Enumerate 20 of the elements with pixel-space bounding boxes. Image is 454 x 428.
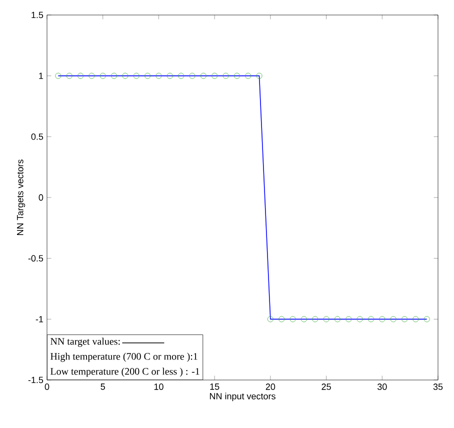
x-tick-label: 30 bbox=[377, 384, 387, 390]
x-tick-label: 15 bbox=[210, 384, 220, 390]
y-tick-label: -1.5 bbox=[28, 376, 44, 384]
y-tick-label: -1 bbox=[36, 316, 44, 322]
x-axis-title: NN input vectors bbox=[210, 392, 276, 402]
annotation: Low temperature (200 C or less ) : -1 bbox=[50, 368, 200, 377]
x-tick-label: 0 bbox=[44, 384, 50, 390]
y-tick-label: 1 bbox=[39, 72, 44, 79]
x-tick-label: 20 bbox=[266, 384, 276, 390]
x-tick-label: 10 bbox=[154, 384, 164, 390]
x-tick-label: 25 bbox=[322, 384, 331, 390]
y-tick-label: 0 bbox=[38, 194, 44, 201]
x-tick-label: 5 bbox=[100, 384, 105, 390]
y-tick-label: 1.5 bbox=[32, 12, 44, 18]
annotation: NN target values: bbox=[50, 338, 120, 347]
annotation: High temperature (700 C or more ):1 bbox=[50, 352, 198, 362]
y-tick-label: 0.5 bbox=[31, 133, 44, 140]
x-tick-label: 35 bbox=[433, 384, 443, 390]
y-tick-label: -0.5 bbox=[28, 255, 44, 262]
y-axis-title: NN Targets vectors bbox=[17, 160, 26, 236]
